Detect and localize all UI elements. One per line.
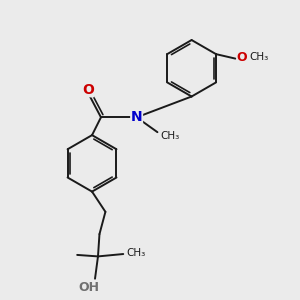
Text: N: N	[131, 110, 142, 124]
Text: CH₃: CH₃	[160, 131, 180, 141]
Text: CH₃: CH₃	[249, 52, 268, 62]
Text: OH: OH	[78, 280, 99, 293]
Text: CH₃: CH₃	[126, 248, 146, 257]
Text: O: O	[237, 51, 247, 64]
Text: O: O	[82, 83, 94, 97]
